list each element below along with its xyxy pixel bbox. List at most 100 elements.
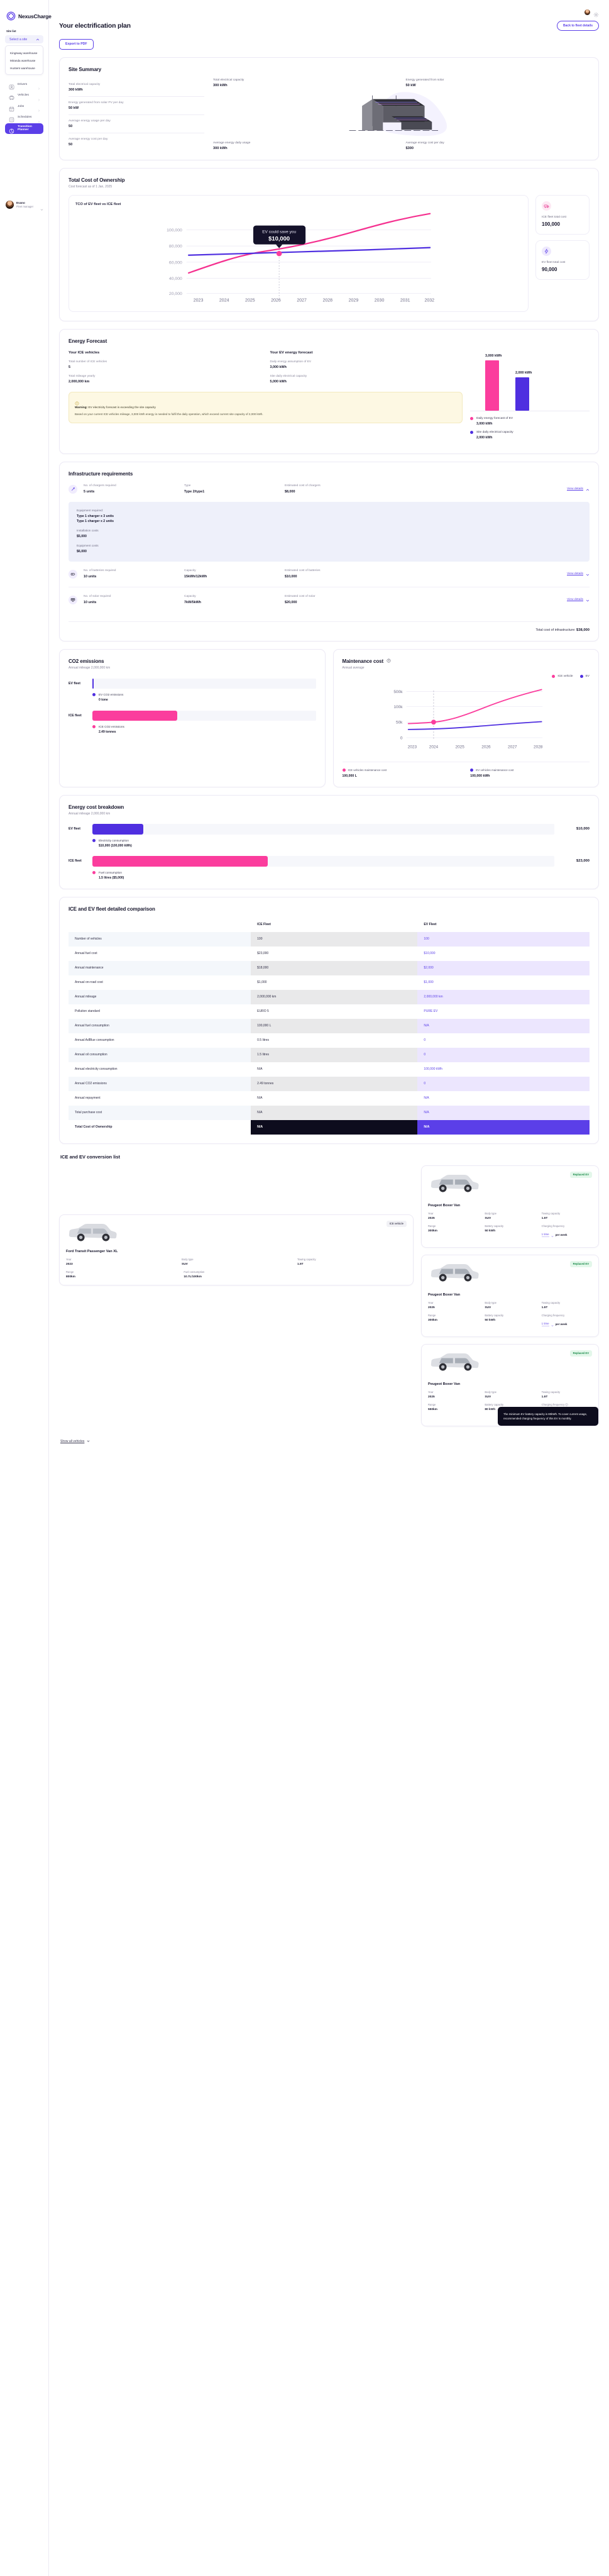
sidebar-item-vehicles[interactable]: Vehicles [5, 91, 43, 101]
site-option-0[interactable]: Kingsway warehouse [10, 51, 38, 55]
row-label: Annual AdBlue consumption [75, 1038, 114, 1043]
summary-row: Energy generated from solar PV per day 5… [69, 97, 204, 115]
row-ev: $10,000 [424, 952, 436, 956]
chevron-down-icon[interactable] [551, 1230, 554, 1241]
chevron-right-icon [38, 94, 40, 101]
installation-cost-value: $5,000 [77, 534, 87, 538]
summary-value: 50 [69, 142, 73, 147]
spec-value: 50 kWh [485, 1229, 496, 1233]
sidebar-user[interactable]: Evano Fleet manager [0, 198, 49, 211]
row-ev: PURE EV [424, 1009, 438, 1014]
charging-frequency-select[interactable]: 1 time [541, 1322, 549, 1327]
sidebar-item-jobs[interactable]: Jobs [5, 101, 43, 112]
legend-dot-icon [470, 768, 474, 772]
sidebar-item-schedules[interactable]: Schedules [5, 113, 43, 123]
legend-dot-icon [470, 430, 473, 434]
spec-body-type: Body type SUV [485, 1391, 535, 1399]
page-header: Your electrification plan Back to fleet … [59, 21, 599, 31]
tco-chart-title: TCO of EV fleet vs ICE fleet [75, 202, 121, 206]
infra-field: No. of batteries required 10 units [84, 569, 178, 579]
bar-fill [485, 360, 499, 411]
chevron-up-icon [586, 484, 590, 495]
row-ice: 100 [251, 931, 418, 947]
maintenance-title: Maintenance cost [342, 658, 384, 664]
bar-label: 3,000 kWh [485, 353, 502, 358]
view-details-chargers-link[interactable]: View details [567, 484, 590, 495]
row-label: Annual CO2 emissions [69, 1076, 251, 1091]
row-ev: N/A [417, 1105, 590, 1120]
spec-key: Year [66, 1257, 72, 1261]
legend-label: Site daily electrical capacity [476, 430, 513, 434]
user-role: Fleet manager [16, 204, 33, 208]
infra-key: Capacity [184, 569, 196, 572]
infra-field: No. of chargers required 5 units [84, 484, 178, 494]
sidebar-nav: Drivers Vehicles Jobs [4, 79, 45, 134]
summary-key: Energy generated from solar PV per day [69, 101, 124, 104]
ice-vehicle-card[interactable]: ICE vehicle Ford Transit Pa [59, 1214, 414, 1285]
charging-frequency-select[interactable]: 1 time [541, 1233, 549, 1238]
back-to-fleet-details-button[interactable]: Back to fleet details [557, 21, 599, 31]
legend-value: 2,000 kWh [476, 435, 493, 440]
info-icon[interactable] [565, 1403, 568, 1406]
energy-forecast-bar-chart: 3,000 kWh 2,000 kWh Daily energy f [470, 351, 590, 445]
infrastructure-total-value: $38,000 [576, 628, 590, 632]
ecb-ev-note-value: $10,000 (100,000 kWh) [99, 843, 132, 848]
charging-frequency-unit: per week [555, 1323, 568, 1326]
topbar-avatar[interactable] [584, 9, 590, 15]
status-badge: Replaced EV [569, 1260, 592, 1267]
spec-towing: Towing capacity 1.5T [542, 1391, 592, 1399]
co2-ev-bar [92, 678, 94, 689]
site-option-1[interactable]: Miranda warehouse [10, 58, 36, 62]
spec-value: SUV [485, 1395, 491, 1399]
status-badge: ICE vehicle [386, 1220, 407, 1227]
col-header-blank [69, 919, 251, 932]
ecb-ev-bar [92, 823, 143, 835]
show-all-vehicles-link[interactable]: Show all vehicles [60, 1440, 599, 1444]
infrastructure-total: Total cost of infrastructure: $38,000 [69, 621, 590, 632]
table-row: Total purchase cost N/A N/A [69, 1105, 590, 1120]
summary-row: Total electrical capacity 300 kWh [69, 79, 204, 97]
site-option-2[interactable]: Hunters warehouse [10, 66, 35, 70]
ev-vehicle-card[interactable]: Replaced EV Peugeot Boxer Van [421, 1165, 599, 1248]
tco-line-chart-svg: 100,000 80,000 60,000 40,000 20,000 [167, 213, 434, 303]
warning-headline: Warning: EV electricity forecast is exce… [75, 405, 456, 409]
svg-text:2023: 2023 [407, 745, 417, 749]
gear-icon[interactable] [593, 9, 599, 17]
energy-cost-ev-row: EV fleet $10,000 [69, 823, 590, 835]
ev-vehicle-card[interactable]: Replaced EV Peugeot Boxer Van [421, 1343, 599, 1426]
tco-tooltip-label: EV could save you [262, 230, 296, 234]
show-all-vehicles-label: Show all vehicles [60, 1440, 85, 1444]
infra-key: No. of batteries required [84, 569, 116, 572]
view-details-solar-link[interactable]: View details [567, 594, 590, 606]
infra-value: $10,000 [285, 575, 297, 579]
legend-dot-icon [92, 724, 96, 728]
help-icon[interactable] [387, 658, 391, 664]
sidebar-item-label: Transition Planner [18, 125, 32, 132]
svg-text:2032: 2032 [424, 298, 434, 303]
chevron-right-icon [38, 82, 40, 90]
ice-vehicle-column: ICE vehicle Ford Transit Pa [59, 1165, 414, 1292]
sidebar-item-drivers[interactable]: Drivers [5, 79, 43, 90]
row-ice: N/A [251, 1119, 418, 1135]
chevron-down-icon[interactable] [40, 203, 43, 211]
chevron-down-icon[interactable] [551, 1319, 554, 1330]
spec-key: Body type [485, 1390, 497, 1394]
vehicle-image [428, 1263, 482, 1287]
site-dropdown[interactable]: Kingsway warehouse Miranda warehouse Hun… [5, 45, 43, 75]
summary-value: 300 kWh [69, 87, 83, 92]
site-select[interactable]: Select a site [5, 35, 43, 43]
sidebar-item-transition-planner[interactable]: Transition Planner [5, 123, 43, 134]
svg-text:0: 0 [400, 736, 402, 740]
ev-vehicle-card[interactable]: Replaced EV Peugeot Boxer Van [421, 1254, 599, 1337]
legend-dot-icon [470, 416, 473, 420]
svg-text:2024: 2024 [219, 298, 229, 303]
maintenance-stat-ev: EV vehicles maintenance cost 100,000 kWh [470, 768, 590, 778]
infra-field: Estimated cost of batteries $10,000 [285, 569, 392, 579]
svg-text:100,000: 100,000 [167, 228, 182, 233]
stat-label: ICE vehicles maintenance cost [348, 768, 387, 772]
view-details-batteries-link[interactable]: View details [567, 569, 590, 580]
co2-ice-legend: ICE CO2 emissions 2.49 tonnes [92, 724, 316, 734]
svg-text:2030: 2030 [375, 298, 385, 303]
export-to-pdf-button[interactable]: Export to PDF [59, 38, 94, 50]
nexuscharge-logo-icon [6, 11, 16, 21]
